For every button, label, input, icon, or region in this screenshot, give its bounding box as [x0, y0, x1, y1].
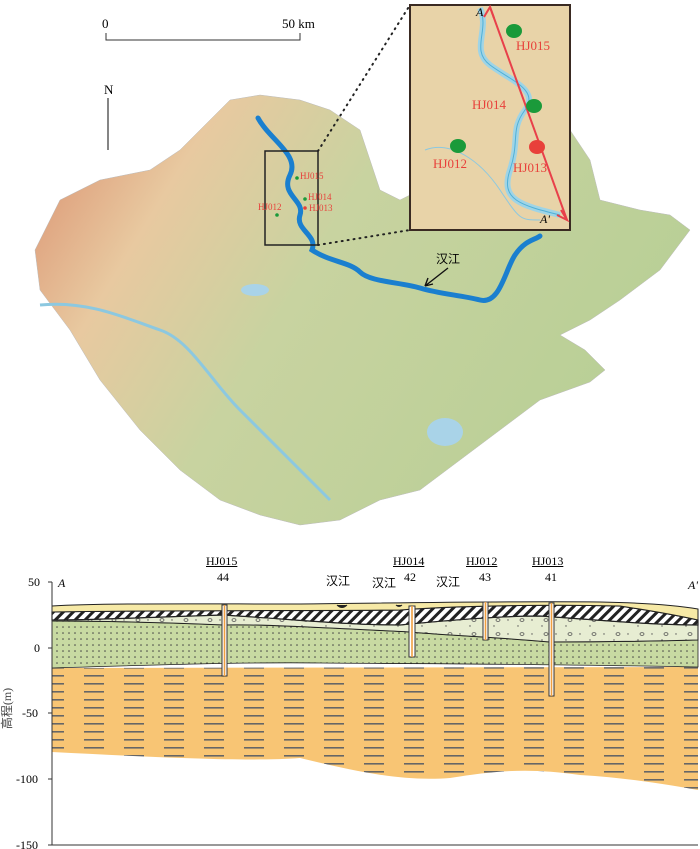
overview-well-label: HJ014	[308, 192, 332, 202]
y-tick: -50	[22, 706, 38, 720]
study-area-terrain	[34, 94, 691, 526]
borehole-depth: 43	[479, 570, 491, 584]
borehole-name: HJ013	[532, 554, 564, 568]
river-label: 汉江	[372, 576, 397, 590]
y-tick: -100	[16, 772, 38, 786]
yangtze-river	[39, 302, 332, 502]
inset-section-start: A	[476, 5, 484, 19]
river-label: 汉江	[326, 574, 351, 588]
inset-locator-box	[264, 150, 319, 246]
borehole-depth: 41	[545, 570, 557, 584]
lake	[241, 284, 269, 296]
scale-bar	[105, 33, 301, 41]
inset-well-label: HJ012	[433, 156, 467, 171]
borehole-name: HJ012	[466, 554, 498, 568]
han-river-label: 汉江	[436, 252, 461, 266]
section-end-label: A'	[688, 578, 698, 592]
inset-well-label: HJ015	[516, 38, 550, 53]
leader-line	[317, 4, 411, 246]
inset-well-label: HJ014	[472, 97, 506, 112]
cross-section	[48, 581, 699, 846]
scale-start-label: 0	[102, 16, 109, 31]
y-tick: -150	[16, 838, 38, 849]
layer-top-soil	[51, 601, 699, 621]
borehole-depth: 44	[217, 570, 229, 584]
borehole-name: HJ015	[206, 554, 238, 568]
section-start-label: A	[58, 576, 66, 590]
y-tick: 0	[34, 641, 40, 655]
inset-map	[409, 4, 571, 231]
river-pointer-arrow	[424, 267, 449, 287]
y-axis	[48, 581, 698, 846]
boreholes	[221, 601, 555, 697]
north-label: N	[104, 82, 114, 97]
river-label: 汉江	[436, 575, 461, 589]
lake	[427, 418, 463, 446]
y-tick: 50	[28, 575, 40, 589]
borehole-depth: 42	[404, 570, 416, 584]
layer-clay-silt	[52, 667, 698, 790]
borehole-name: HJ014	[393, 554, 425, 568]
inset-section-end: A'	[540, 212, 550, 226]
overview-well-label: HJ015	[300, 171, 324, 181]
y-axis-label: 高程(m)	[0, 687, 15, 730]
overview-well-label: HJ013	[309, 203, 333, 213]
inset-well-label: HJ013	[513, 160, 547, 175]
overview-well-label: HJ012	[258, 202, 282, 212]
han-river	[255, 115, 543, 303]
scale-end-label: 50 km	[282, 16, 315, 31]
